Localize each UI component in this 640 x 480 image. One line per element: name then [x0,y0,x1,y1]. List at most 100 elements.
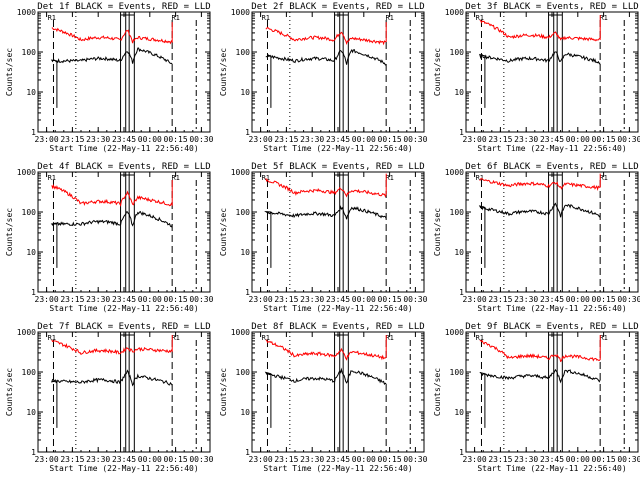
x-tick-label: 23:00 [249,455,273,464]
x-axis-label: Start Time (22-May-11 22:56:40) [477,144,626,153]
y-tick-label: 100 [236,368,251,377]
x-axis-label: Start Time (22-May-11 22:56:40) [49,144,198,153]
marker-label-r1: R1 [599,174,607,182]
y-axis-label: Counts/sec [5,208,14,256]
x-tick-label: 00:15 [592,295,616,304]
y-tick-label: 1000 [231,8,250,17]
x-tick-label: 23:45 [540,455,564,464]
x-tick-label: 23:15 [488,135,512,144]
x-tick-label: 23:15 [60,295,84,304]
y-axis-label: Counts/sec [5,48,14,96]
y-tick-label: 1000 [17,8,36,17]
y-tick-label: 10 [454,248,464,257]
x-tick-label: 23:30 [86,295,110,304]
y-tick-label: 10 [240,248,250,257]
x-tick-label: 23:15 [274,455,298,464]
x-tick-label: 23:30 [86,135,110,144]
panel-title: Det 3f BLACK = Events, RED = LLD [465,2,638,12]
x-tick-label: 00:15 [164,455,188,464]
x-tick-label: 00:15 [164,135,188,144]
x-axis-label: Start Time (22-May-11 22:56:40) [49,304,198,313]
y-tick-label: 1 [459,128,464,137]
x-tick-label: 23:00 [249,135,273,144]
y-axis-label: Counts/sec [219,368,228,416]
x-axis-label: Start Time (22-May-11 22:56:40) [477,304,626,313]
x-tick-label: 00:30 [403,135,427,144]
x-tick-label: 00:00 [352,295,376,304]
x-tick-label: 23:15 [488,295,512,304]
x-tick-label: 00:15 [592,135,616,144]
x-tick-label: 23:00 [463,135,487,144]
x-tick-label: 23:30 [300,455,324,464]
x-axis-label: Start Time (22-May-11 22:56:40) [49,464,198,473]
y-tick-label: 1 [31,448,36,457]
y-tick-label: 10 [454,88,464,97]
y-axis-label: Counts/sec [433,48,442,96]
y-tick-label: 1000 [17,168,36,177]
x-tick-label: 23:00 [35,455,59,464]
x-tick-label: 00:15 [164,295,188,304]
y-tick-label: 1 [459,448,464,457]
panels-container: Det 1f BLACK = Events, RED = LLD11010010… [5,2,640,473]
x-axis-label: Start Time (22-May-11 22:56:40) [263,464,412,473]
y-tick-label: 1 [31,288,36,297]
panel-title: Det 8f BLACK = Events, RED = LLD [251,322,424,332]
panel-title: Det 4f BLACK = Events, RED = LLD [37,162,210,172]
y-tick-label: 10 [26,248,36,257]
x-tick-label: 23:15 [488,455,512,464]
x-tick-label: 23:00 [35,135,59,144]
marker-label-r1: R1 [476,14,484,22]
x-tick-label: 00:30 [189,455,213,464]
series-lld-line [479,15,601,42]
y-tick-label: 100 [236,48,251,57]
x-axis-label: Start Time (22-May-11 22:56:40) [263,144,412,153]
y-tick-label: 100 [450,48,465,57]
series-events-line [479,51,601,108]
series-lld-line [265,22,387,46]
marker-label-r1: R1 [171,334,179,342]
x-tick-label: 23:30 [514,295,538,304]
panel-5: Det 5f BLACK = Events, RED = LLD 1 10 100 10… [219,162,428,313]
panel-title: Det 2f BLACK = Events, RED = LLD [251,2,424,12]
x-tick-label: 00:30 [617,295,640,304]
marker-label-r1: R1 [171,174,179,182]
x-tick-label: 00:00 [138,295,162,304]
x-tick-label: 00:30 [617,455,640,464]
panel-9: Det 9f BLACK = Events, RED = LLD 1 10 100 10… [433,322,640,473]
marker-label-r1: R1 [476,174,484,182]
series-events-line [479,368,601,428]
y-tick-label: 10 [26,88,36,97]
x-tick-label: 00:30 [617,135,640,144]
y-tick-label: 100 [22,208,37,217]
x-tick-label: 23:30 [86,455,110,464]
y-tick-label: 1000 [17,328,36,337]
x-tick-label: 23:30 [514,455,538,464]
x-tick-label: 00:00 [566,135,590,144]
x-tick-label: 00:15 [378,135,402,144]
marker-label-r1: R1 [48,174,56,182]
series-events-line [51,369,173,428]
series-lld-line [51,180,173,207]
y-tick-label: 1000 [445,328,464,337]
x-tick-label: 23:45 [112,455,136,464]
x-tick-label: 00:00 [352,455,376,464]
series-events-line [264,367,387,428]
x-tick-label: 23:15 [274,295,298,304]
y-tick-label: 1 [245,288,250,297]
series-events-line [50,47,173,108]
x-tick-label: 23:00 [463,455,487,464]
y-tick-label: 10 [26,408,36,417]
marker-label-r1: R1 [48,334,56,342]
x-tick-label: 00:00 [352,135,376,144]
panel-3: Det 3f BLACK = Events, RED = LLD 1 10 100 10… [433,2,640,153]
panel-title: Det 6f BLACK = Events, RED = LLD [465,162,638,172]
y-tick-label: 100 [22,368,37,377]
x-tick-label: 23:15 [60,135,84,144]
marker-label-r1: R1 [476,334,484,342]
panel-title: Det 9f BLACK = Events, RED = LLD [465,322,638,332]
x-tick-label: 23:00 [35,295,59,304]
x-tick-label: 00:00 [566,295,590,304]
x-tick-label: 23:15 [274,135,298,144]
y-axis-label: Counts/sec [5,368,14,416]
